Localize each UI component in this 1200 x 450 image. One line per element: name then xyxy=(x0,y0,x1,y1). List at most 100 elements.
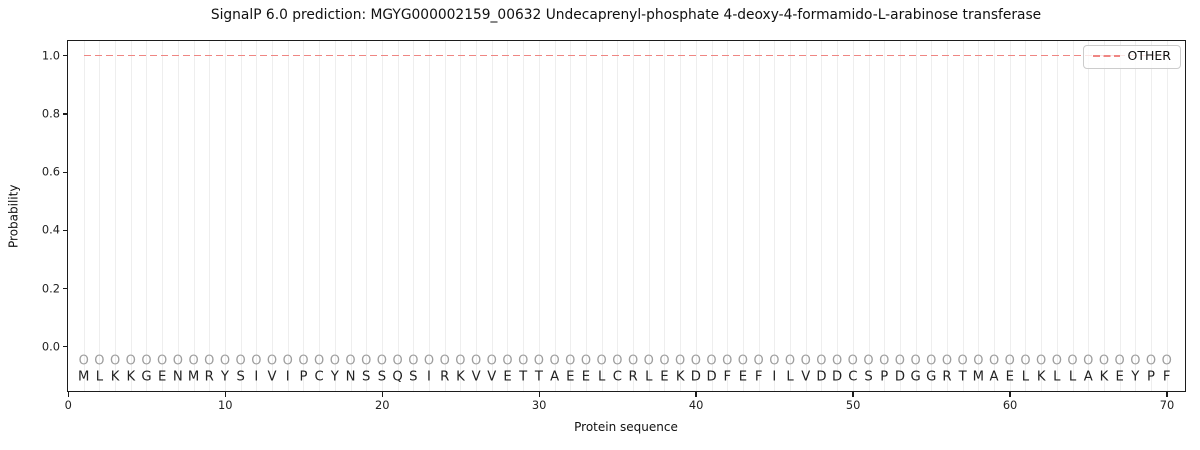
residue-marker: O xyxy=(1020,353,1031,369)
x-tick-mark xyxy=(1009,392,1011,397)
sequence-letter: S xyxy=(362,369,371,385)
residue-gridline xyxy=(774,41,776,391)
residue-marker: O xyxy=(251,353,262,369)
residue-marker: O xyxy=(565,353,576,369)
residue-gridline xyxy=(1009,41,1011,391)
x-tick-mark xyxy=(67,392,69,397)
residue-gridline xyxy=(1056,41,1058,391)
residue-gridline xyxy=(366,41,368,391)
sequence-letter: K xyxy=(126,369,136,385)
residue-gridline xyxy=(727,41,729,391)
residue-marker: O xyxy=(627,353,639,369)
residue-gridline xyxy=(1088,41,1090,391)
x-tick-mark xyxy=(381,392,383,397)
sequence-letter: E xyxy=(566,369,575,385)
residue-marker: O xyxy=(612,353,623,369)
residue-marker: O xyxy=(455,353,466,369)
y-tick-label: 0.4 xyxy=(41,222,60,237)
sequence-letter: F xyxy=(723,369,732,385)
x-tick-label: 70 xyxy=(1159,398,1175,412)
residue-marker: O xyxy=(957,353,968,369)
sequence-letter: P xyxy=(1147,369,1156,385)
sequence-letter: E xyxy=(503,369,512,385)
residue-gridline xyxy=(397,41,399,391)
residue-gridline xyxy=(648,41,650,391)
sequence-letter: E xyxy=(660,369,669,385)
residue-marker: O xyxy=(643,353,654,369)
x-tick-mark xyxy=(695,392,697,397)
residue-gridline xyxy=(805,41,807,391)
y-tick-label: 1.0 xyxy=(41,48,60,63)
residue-gridline xyxy=(946,41,948,391)
y-tick-mark xyxy=(62,287,67,290)
residue-gridline xyxy=(711,41,713,391)
residue-gridline xyxy=(491,41,493,391)
sequence-letter: Y xyxy=(220,369,229,385)
residue-gridline xyxy=(429,41,430,391)
legend: OTHER xyxy=(1082,45,1181,69)
residue-marker: O xyxy=(847,353,858,369)
sequence-letter: K xyxy=(456,369,465,385)
sequence-letter: L xyxy=(645,369,653,385)
residue-gridline xyxy=(1135,41,1137,391)
residue-gridline xyxy=(1119,41,1121,391)
residue-gridline xyxy=(381,41,383,391)
sequence-letter: P xyxy=(880,369,889,385)
residue-gridline xyxy=(319,41,321,391)
residue-marker: O xyxy=(423,353,435,369)
x-tick-mark xyxy=(224,392,226,397)
x-tick-label: 50 xyxy=(845,398,861,412)
residue-gridline xyxy=(177,41,179,391)
residue-gridline xyxy=(915,41,917,391)
sequence-letter: N xyxy=(172,369,183,385)
sequence-letter: A xyxy=(550,369,560,385)
residue-marker: O xyxy=(188,353,199,369)
sequence-letter: G xyxy=(141,369,152,385)
residue-gridline xyxy=(585,41,587,391)
residue-marker: O xyxy=(831,353,843,369)
sequence-letter: E xyxy=(1115,369,1124,385)
residue-marker: O xyxy=(1051,353,1062,369)
residue-marker: O xyxy=(737,353,749,369)
sequence-letter: M xyxy=(77,369,90,385)
residue-marker: O xyxy=(675,353,686,369)
residue-marker: O xyxy=(141,353,152,369)
residue-gridline xyxy=(758,41,760,391)
residue-marker: O xyxy=(502,353,513,369)
sequence-letter: G xyxy=(926,369,937,385)
y-tick-mark xyxy=(62,55,67,57)
residue-marker: O xyxy=(266,353,278,369)
sequence-letter: Y xyxy=(330,369,339,385)
sequence-letter: E xyxy=(158,369,167,385)
residue-gridline xyxy=(868,41,870,391)
residue-gridline xyxy=(554,41,556,391)
residue-gridline xyxy=(1151,41,1153,391)
sequence-letter: D xyxy=(832,369,843,385)
residue-gridline xyxy=(978,41,980,391)
y-tick-label: 0.8 xyxy=(41,106,60,121)
residue-marker: O xyxy=(926,353,937,369)
residue-marker: O xyxy=(988,353,1000,369)
sequence-letter: S xyxy=(236,369,245,385)
residue-gridline xyxy=(350,41,352,391)
residue-marker: O xyxy=(1083,353,1094,369)
sequence-letter: D xyxy=(690,369,701,385)
residue-gridline xyxy=(742,41,744,391)
x-tick-label: 40 xyxy=(688,398,704,412)
sequence-letter: T xyxy=(958,369,967,385)
sequence-letter: S xyxy=(864,369,873,385)
x-tick-label: 30 xyxy=(531,398,547,412)
y-tick-label: 0.6 xyxy=(41,164,60,179)
residue-marker: O xyxy=(125,353,136,369)
residue-gridline xyxy=(899,41,901,391)
x-tick-label: 20 xyxy=(374,398,390,412)
sequence-letter: L xyxy=(1068,369,1077,385)
residue-marker: O xyxy=(863,353,874,369)
sequence-letter: C xyxy=(314,369,324,385)
residue-marker: O xyxy=(345,353,356,369)
residue-marker: O xyxy=(172,353,183,369)
sequence-letter: L xyxy=(1053,369,1061,385)
residue-marker: O xyxy=(596,353,607,369)
sequence-letter: P xyxy=(299,369,308,385)
